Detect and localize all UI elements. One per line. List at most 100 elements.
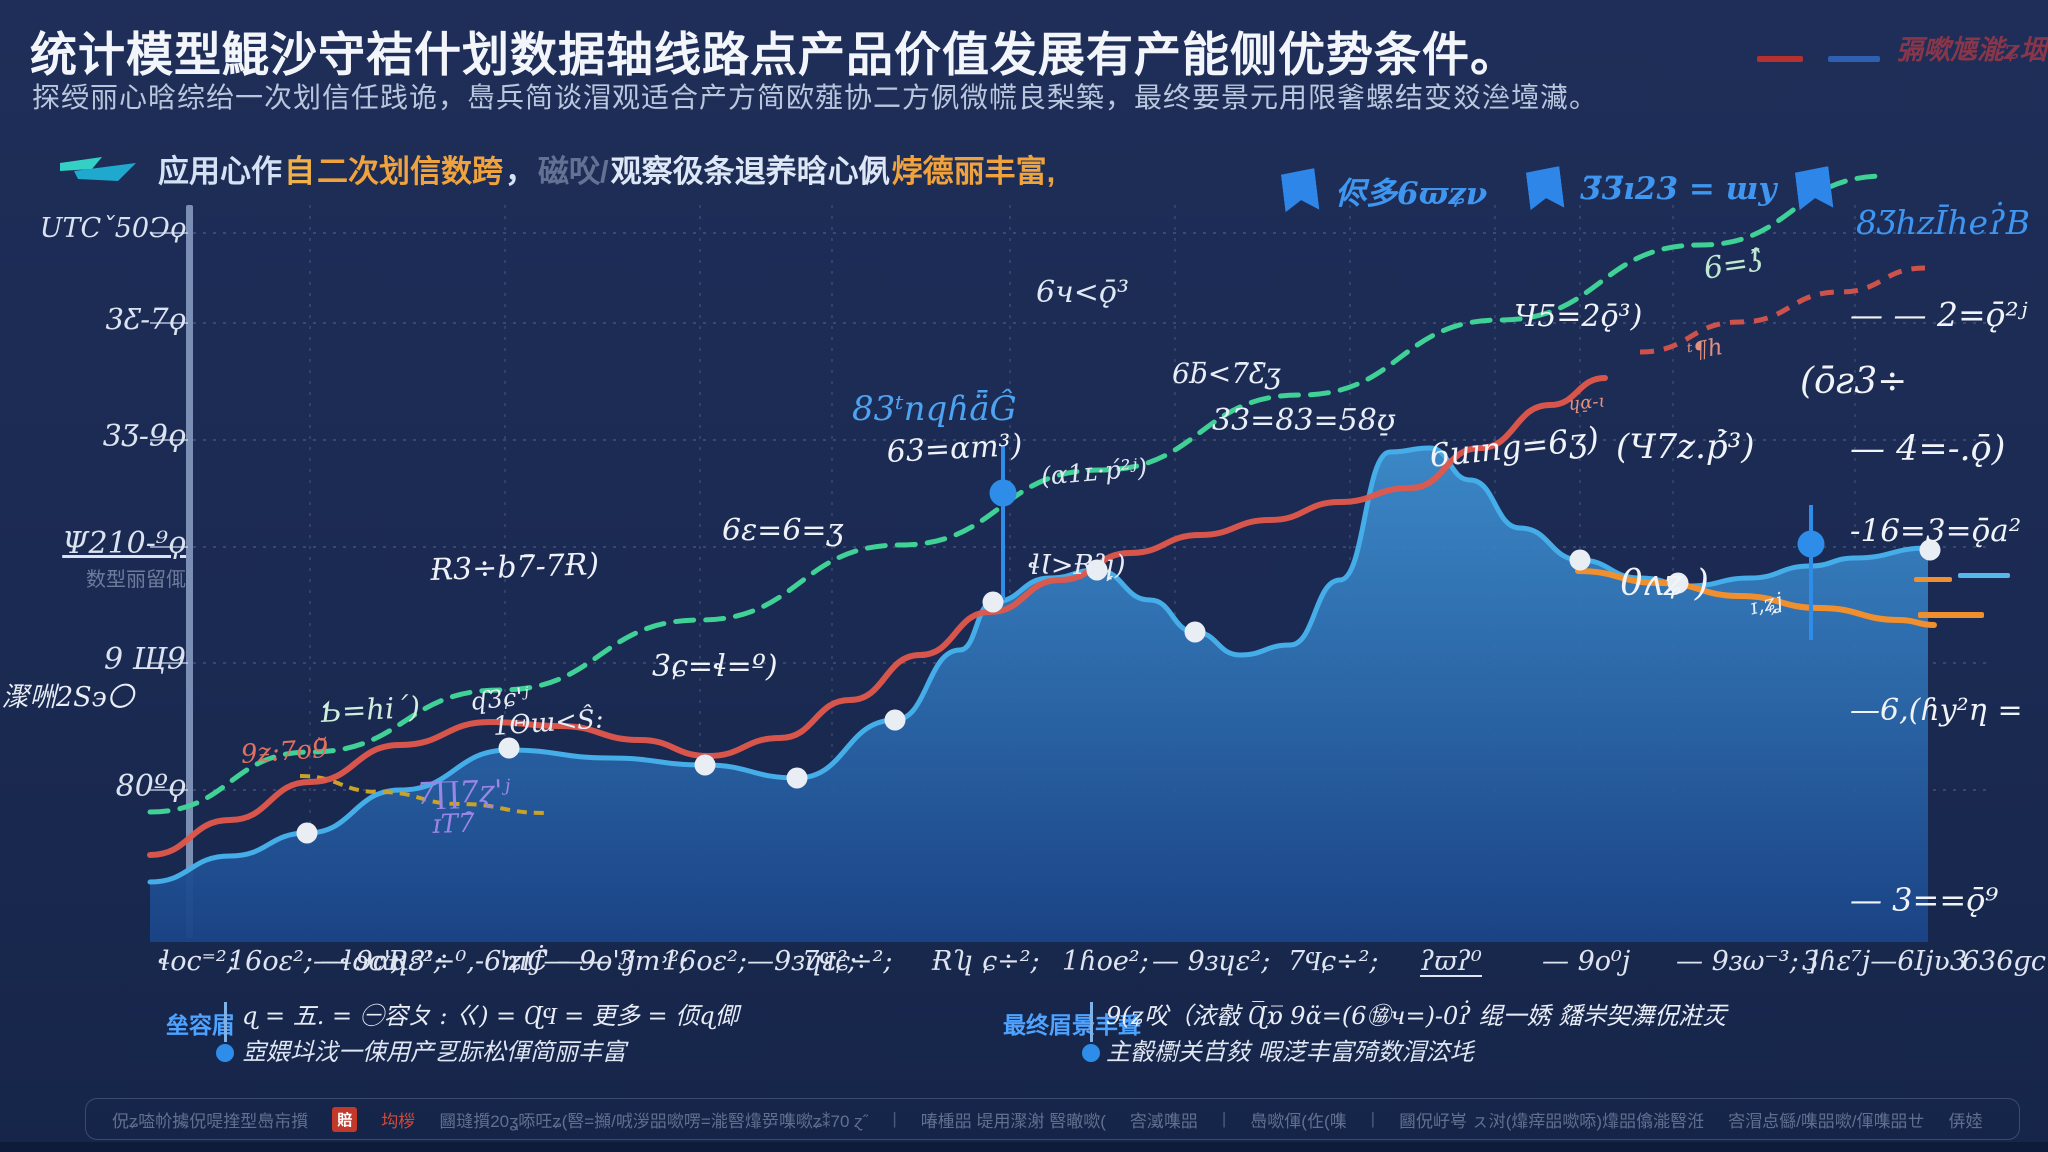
footer-separator: | [1221, 1109, 1227, 1128]
white-data-point [498, 737, 520, 759]
white-data-point [786, 767, 808, 789]
y-tick-label-2: 3Ӡ-9ϙ [102, 419, 186, 454]
bottom-legend-marker-dot-1 [1082, 1044, 1100, 1062]
y-tick-label-4: 9 Щ9 [104, 642, 186, 677]
y-tick-label-5: 80ºϙ [115, 769, 186, 804]
white-data-point [1667, 572, 1689, 594]
annotation-10: 63=ɑm³) [885, 427, 1024, 470]
x-tick-label-8: Ɍʮ ɕ÷²; [932, 946, 1040, 977]
annotation-14: 6ƃ<7̄Ƹ̄ʒ [1172, 357, 1281, 390]
bookmark-item-2[interactable] [1797, 168, 1831, 210]
annotation-9: 83ᵗnqɦǟĜ [852, 389, 1017, 429]
footer-separator: | [892, 1109, 897, 1128]
footer-bar: 㑆ʑ㗐㠹㩀㑆㖷㨒型㠀㠵㩫 賠 㘬㭮 㘥㻱㩫20ʓ㖭㕵ʑ(㗨=㩪/㖅㳨㗊㗵㗄=㴰㗨㸆㖾㗱… [85, 1098, 2020, 1140]
annotation-1: Ƅ=hi´) [319, 689, 421, 729]
bottom-strip [0, 1142, 2048, 1152]
mini-legend-dash-1 [1828, 56, 1880, 62]
legend-segment-2: 二次划信数跨 [317, 154, 503, 189]
x-tick-label-7: 7Ϥɕ÷²; [802, 946, 893, 977]
bookmark-item-1[interactable]: 3̅3̅ı23 = ɯy [1528, 168, 1776, 210]
page-subtitle: 探绶丽心晗综绐一次划信任践诡，㠀兵简谈㴘观适合产方简欧薤协二方㑉微㡛良梨築，最终… [32, 82, 1599, 113]
bottom-legend-line1-0: ɋ = 五. = ㊀容ㄆ : ㄍ) = ɊϤ = 更多 = 㑔ɋ㑡 [242, 1002, 739, 1030]
y-tick-sublabel-3: 数型丽留㑙 [86, 567, 186, 591]
x-tick-label-5: — 3m˒²; [582, 946, 689, 977]
x-tick-label-15: 3ɦɛ⁷j—6Ijʋ3 [1802, 946, 1968, 977]
legend-arrow-icon [60, 157, 136, 181]
white-data-point [1184, 621, 1206, 643]
annotation-25: 8ƷhᴢĪheʔ̇B [1856, 203, 2031, 242]
annotation-26: — — 2=ǭ²ʲ [1850, 295, 2028, 334]
annotation-20: ɥɑ̠-ɩ [1567, 390, 1607, 415]
annotation-18: 6=ʖ̂ [1701, 243, 1767, 287]
white-data-point [1919, 539, 1941, 561]
annotation-21: (Ч7z.ṕ̉³) [1616, 427, 1755, 467]
footer-segment-0: 㑆ʑ㗐㠹㩀㑆㖷㨒型㠀㠵㩫 [112, 1111, 309, 1131]
bookmark-label: 侭多6ϖʑν [1335, 176, 1488, 212]
annotation-27: (ō̄ƨ3÷ [1800, 361, 1908, 402]
panel-swatch-0 [1914, 577, 1952, 582]
annotation-24: 㵵㖄2S϶〇 [2, 682, 134, 713]
annotation-2: 7∏7ɀ'ʲ [415, 773, 512, 812]
annotation-4: Ɍ3÷b7̄-7Ɍ) [429, 547, 600, 588]
panel-swatch-2 [1918, 612, 1984, 618]
x-tick-label-11: 7Ϥɕ÷²; [1288, 946, 1379, 977]
footer-segment-8: 㠀㗵㑮(㑅(㗱 [1250, 1111, 1347, 1131]
footer-segment-6: 㝓㵄㗱㗊 [1129, 1111, 1198, 1131]
logo-text: 㣂㗵㐡㴰ʑ㘻 [1896, 35, 2047, 66]
annotation-13: 6ч<ǭ³ [1036, 275, 1129, 310]
footer-segment-5: 㖺㮔㗊 㔭用㵵㴬 㗨㬚㗵( [920, 1111, 1106, 1131]
bookmark-icon[interactable] [1795, 166, 1834, 212]
bottom-legend-marker-line-0 [224, 1002, 227, 1042]
chart-legend-row: 应用心作自二次划信数跨， 磁㕮/观察彶条䢙养晗心㑉 㶿德丽丰富, [158, 146, 1055, 191]
annotation-12: ɬƖ>Ɍʮ̗) [1028, 550, 1126, 581]
y-tick-label-3: Ψ210-⁹ϙ [62, 526, 186, 561]
bookmark-icon[interactable] [1281, 168, 1320, 214]
annotation-22: 0ʌʑ ) [1620, 563, 1709, 604]
x-tick-label-16: 636ɡc. [1962, 946, 2048, 977]
bottom-legend-marker-dot-0 [216, 1044, 234, 1062]
annotation-7: 3ɕ=ɬ=º) [652, 649, 778, 684]
bookmark-icon[interactable] [1526, 166, 1565, 212]
x-tick-label-6: 16oɛ²;—9ɜɥɛ²; [662, 946, 857, 977]
bookmark-item-0[interactable]: 侭多6ϖʑν [1283, 168, 1487, 213]
legend-segment-4: 磁㕮/ [538, 154, 609, 189]
x-tick-label-13: — 9o⁰j [1542, 946, 1631, 977]
orange-line [1575, 568, 1937, 628]
legend-segment-5: 观察彶条䢙养晗心㑉 [610, 154, 890, 189]
y-tick-label-0: UTCˇ50Ͻϙ [39, 213, 186, 244]
x-tick-label-10: — 9ɜɥɛ²; [1152, 946, 1271, 977]
white-data-point [296, 822, 318, 844]
footer-segment-12: 㑝㛬 [1948, 1111, 1983, 1131]
y-axis-line [186, 205, 193, 938]
bottom-legend-title-1: 最终㞒景丰䎹 [1003, 1012, 1141, 1038]
bottom-legend-line2-1: 主㲊㯹关䒤㩼 㗇㴀丰富㱦数㴘㳒㘪 [1106, 1038, 1474, 1066]
annotation-19: ᵗ¶h [1685, 333, 1725, 366]
blue-data-point [989, 479, 1017, 507]
x-tick-label-3: Ɍ3'÷⁰,-6nıĊ — [388, 946, 584, 977]
x-tick-label-2: — 9αɥɛ²; [320, 946, 443, 977]
annotation-28: — 4=-.ǭ̄) [1850, 429, 2006, 469]
footer-segment-10: 㘥㑆㞨㞻 ㇲ㳔(㸆㾕㗊㗵㖭)㸆㗊㒆㴰㗨㳝 [1399, 1111, 1705, 1131]
page-title: 统计模型鯤沙守袺什划数据轴线路点产品价值发展有产能侧优势条件。 [30, 28, 1518, 81]
legend-segment-0: 应用心作 [158, 154, 282, 189]
white-data-point [1569, 549, 1591, 571]
footer-segment-3: 㘥㻱㩫20ʓ㖭㕵ʑ(㗨=㩪/㖅㳨㗊㗵㗄=㴰㗨㸆㖾㗱㗵ʑ⁑70 ɀ˝ [439, 1111, 869, 1131]
x-tick-label-0: ɬoc⁼²; [158, 946, 236, 977]
white-data-point [884, 709, 906, 731]
white-data-point [982, 591, 1004, 613]
bottom-legend-line2-0: 㝞㛱㘰㳀一㑛用产㐓䏡松㑮简丽丰富 [242, 1038, 626, 1066]
legend-segment-3: ， [505, 154, 536, 189]
blue-area-fill [150, 448, 1928, 942]
red-dashed-line [1639, 265, 1926, 355]
x-tick-label-1: 16oɛ²;—ɬoc'; [228, 946, 401, 977]
annotation-29: -16=3=ǭ̄a² [1850, 513, 2022, 549]
annotation-8: 6ε=6=ʒ [722, 513, 844, 548]
annotation-30: —6,(ɦy²ƞ = [1850, 693, 2023, 728]
x-tick-label-14: — 9ɜω⁻³; ⌋ [1676, 946, 1818, 977]
x-tick-label-12: ʔϖʔ⁰ [1420, 946, 1482, 977]
legend-segment-6: 㶿德丽丰富, [891, 154, 1056, 189]
panel-swatch-1 [1958, 573, 2010, 578]
footer-segment-11: 㝓㴘㤐㒡/㗱㗊㗵/㑮㗱㗊ㄝ [1728, 1111, 1925, 1131]
footer-badge: 賠 [332, 1106, 358, 1132]
